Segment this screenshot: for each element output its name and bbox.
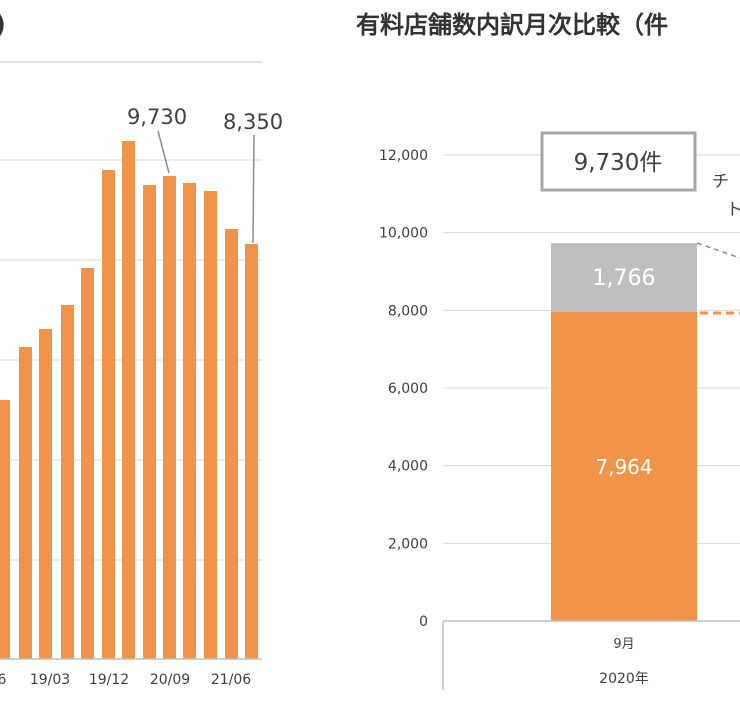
left-x-tick-label: 6	[0, 672, 7, 688]
left-x-tick-label: 19/03	[30, 672, 70, 688]
side-text-2: ト	[726, 200, 740, 220]
right-y-tick-label: 0	[419, 614, 428, 630]
left-x-tick-label: 21/06	[211, 672, 251, 688]
right-y-tick-label: 8,000	[388, 303, 428, 319]
left-bar	[163, 176, 176, 659]
leader-line-8350	[252, 134, 255, 244]
right-y-tick-label: 12,000	[379, 148, 428, 164]
x-group-label: 2020年	[599, 671, 649, 687]
stacked-bar-segment-gray	[551, 243, 697, 312]
right-y-tick-label: 6,000	[388, 381, 428, 397]
side-text-1: チ	[712, 172, 729, 192]
right-chart-title: 有料店舗数内訳月次比較（件	[356, 11, 668, 39]
left-bar	[122, 141, 135, 659]
leader-line-9730	[157, 130, 170, 174]
left-bar	[39, 329, 52, 659]
right-y-tick-label: 10,000	[379, 226, 428, 242]
left-chart: ) 6 19/03 19/12 20/09 21/06 9,730 8,350	[0, 10, 283, 688]
total-callout-box	[540, 131, 697, 192]
x-category-label: 9月	[613, 637, 634, 652]
left-bars	[0, 141, 258, 659]
left-bar	[143, 185, 156, 659]
left-chart-title: )	[0, 10, 6, 40]
left-bar	[245, 244, 258, 659]
left-bar	[204, 191, 217, 659]
annotation-9730: 9,730	[127, 105, 187, 129]
segment-label-gray: 1,766	[593, 266, 656, 291]
left-bar	[225, 229, 238, 659]
left-bar	[61, 305, 74, 659]
right-y-tick-label: 4,000	[388, 459, 428, 475]
right-chart: 有料店舗数内訳月次比較（件 12,000 10,000 8,000 6,000 4,00…	[356, 11, 740, 690]
left-x-tick-label: 19/12	[89, 672, 129, 688]
annotation-8350: 8,350	[223, 110, 283, 134]
stacked-bar-segment-orange	[551, 311, 697, 621]
right-y-tick-labels: 12,000 10,000 8,000 6,000 4,000 2,000 0	[379, 148, 428, 630]
total-callout-text: 9,730件	[574, 150, 663, 176]
right-y-tick-label: 2,000	[388, 536, 428, 552]
left-bar	[102, 170, 115, 659]
segment-label-orange: 7,964	[595, 455, 652, 479]
left-bar	[183, 183, 196, 659]
left-bar	[19, 347, 32, 659]
left-bar	[81, 268, 94, 659]
left-x-tick-label: 20/09	[150, 672, 190, 688]
dashed-connector-gray	[696, 242, 740, 259]
left-bar	[0, 400, 10, 659]
left-x-tick-labels: 6 19/03 19/12 20/09 21/06	[0, 672, 251, 688]
